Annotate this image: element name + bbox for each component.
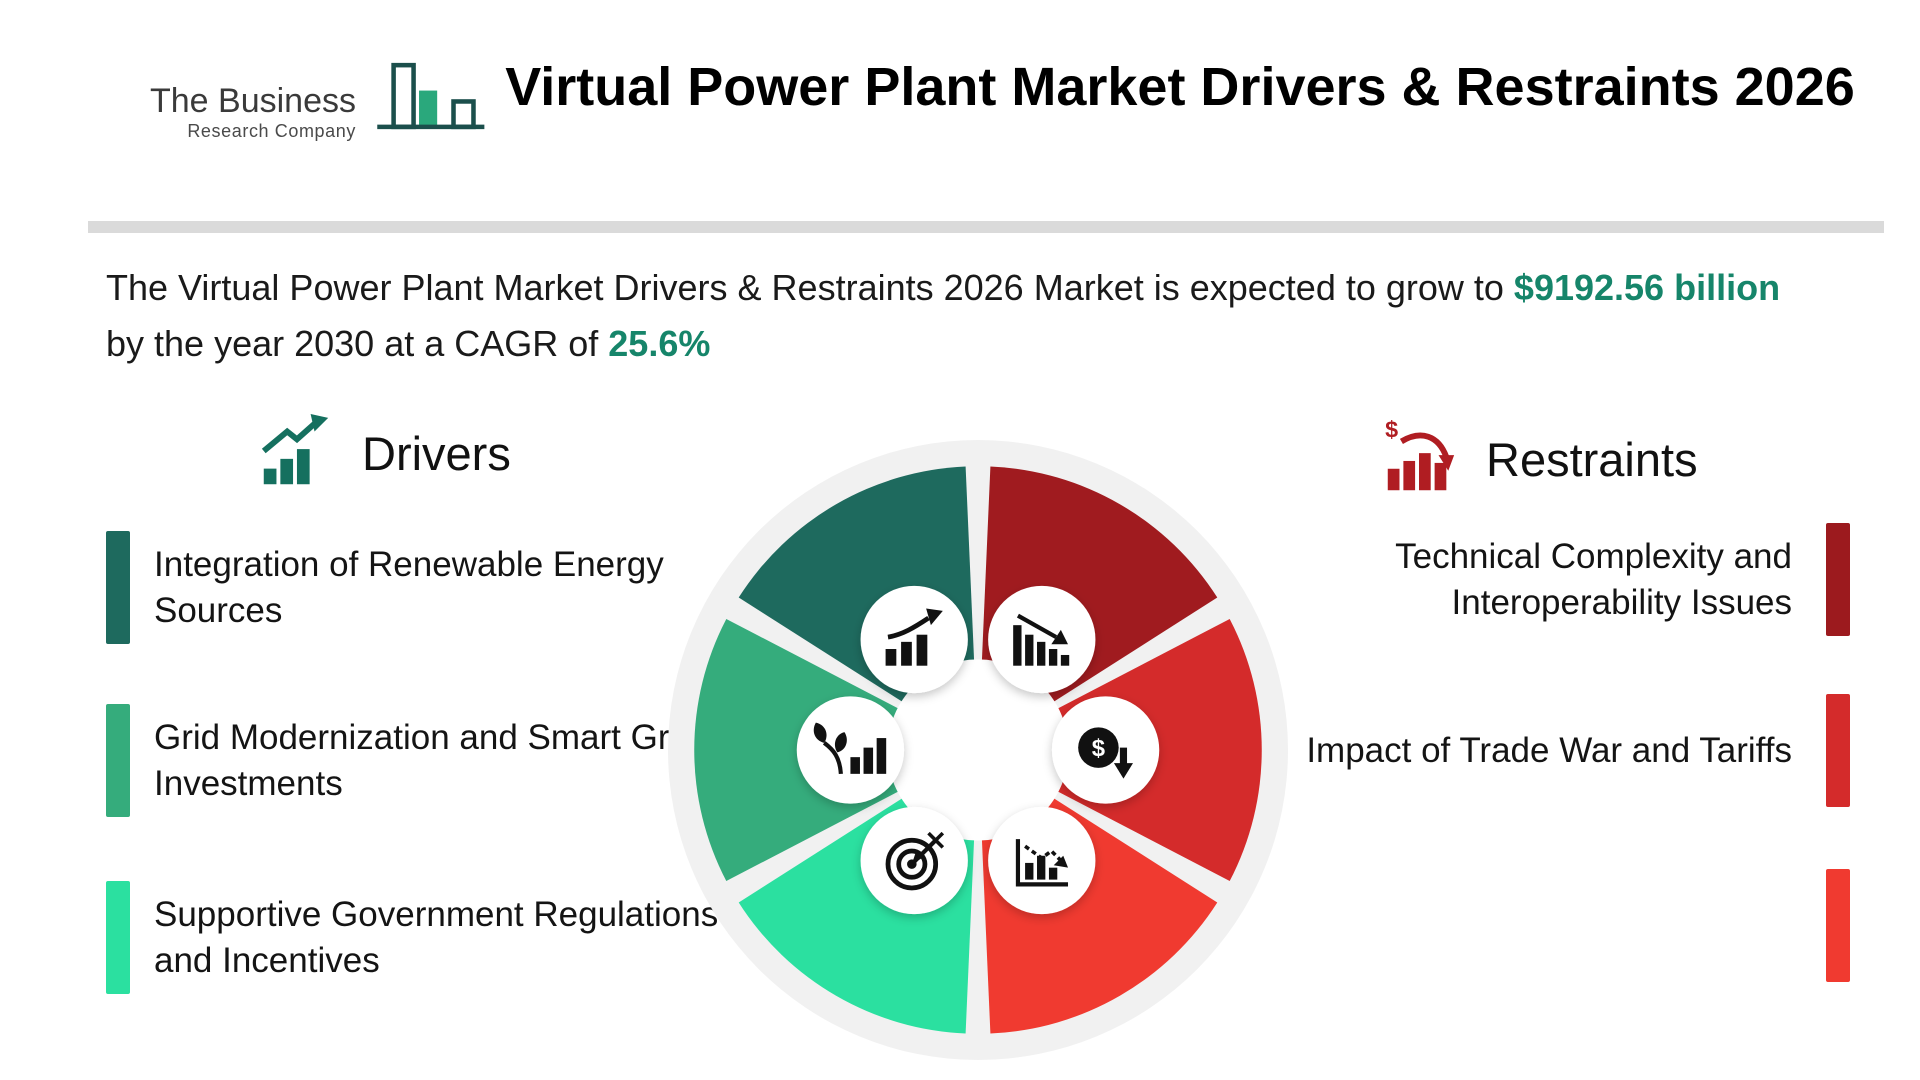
- wheel-center-circle: [887, 659, 1069, 841]
- logo-bars-icon: [377, 62, 485, 130]
- restraint-label: Impact of Trade War and Tariffs: [1306, 730, 1792, 770]
- restraint-color-bar: [1826, 523, 1850, 636]
- company-logo: The Business Research Company: [150, 56, 488, 156]
- page-title: Virtual Power Plant Market Drivers & Res…: [505, 57, 1855, 117]
- drivers-heading: Drivers: [254, 412, 511, 494]
- sprout-growth-icon: [796, 696, 905, 804]
- declining-bars-icon: [988, 585, 1096, 694]
- dollar-decline-icon: $: [1051, 696, 1160, 804]
- driver-label: Grid Modernization and Smart Grid Invest…: [154, 718, 697, 803]
- restraints-heading-label: Restraints: [1486, 432, 1698, 486]
- logo-text-secondary: Research Company: [187, 121, 356, 141]
- restraint-color-bar: [1826, 869, 1850, 982]
- restraint-item: Technical Complexity and Interoperabilit…: [1232, 523, 1850, 636]
- logo-text: The Business Research Company: [150, 82, 356, 156]
- header-divider: [88, 221, 1884, 233]
- drivers-growth-icon: [261, 413, 329, 485]
- restraint-label: Technical Complexity and Interoperabilit…: [1395, 537, 1792, 622]
- intro-line-1: The Virtual Power Plant Market Drivers &…: [106, 260, 1886, 316]
- intro-line-2: by the year 2030 at a CAGR of 25.6%: [106, 316, 1886, 372]
- restraints-decline-icon: $: [1385, 418, 1455, 491]
- restraints-heading: $ Restraints: [1378, 418, 1698, 500]
- svg-text:$: $: [1092, 735, 1105, 762]
- driver-item: Supportive Government Regulations and In…: [106, 881, 754, 994]
- intro-line2-text: by the year 2030 at a CAGR of: [106, 323, 609, 364]
- growth-trend-icon: [860, 585, 968, 694]
- driver-item: Integration of Renewable Energy Sources: [106, 531, 754, 644]
- market-value: $9192.56 billion: [1513, 267, 1781, 308]
- target-icon: [860, 806, 968, 915]
- intro-line1-text: The Virtual Power Plant Market Drivers &…: [106, 267, 1514, 308]
- driver-color-bar: [106, 881, 130, 994]
- svg-text:$: $: [1385, 418, 1398, 443]
- intro-text: The Virtual Power Plant Market Drivers &…: [106, 260, 1886, 372]
- downtrend-chart-icon: [988, 806, 1096, 915]
- driver-color-bar: [106, 704, 130, 817]
- drivers-heading-label: Drivers: [362, 426, 511, 480]
- restraint-color-bar: [1826, 694, 1850, 807]
- restraint-item: [1792, 869, 1850, 982]
- restraint-item: Impact of Trade War and Tariffs: [1306, 694, 1850, 807]
- driver-color-bar: [106, 531, 130, 644]
- cagr-value: 25.6%: [608, 323, 711, 364]
- driver-item: Grid Modernization and Smart Grid Invest…: [106, 704, 754, 817]
- logo-text-primary: The Business: [150, 82, 356, 120]
- driver-label: Supportive Government Regulations and In…: [154, 895, 719, 980]
- driver-label: Integration of Renewable Energy Sources: [154, 545, 664, 630]
- drivers-restraints-wheel: $: [668, 440, 1288, 1060]
